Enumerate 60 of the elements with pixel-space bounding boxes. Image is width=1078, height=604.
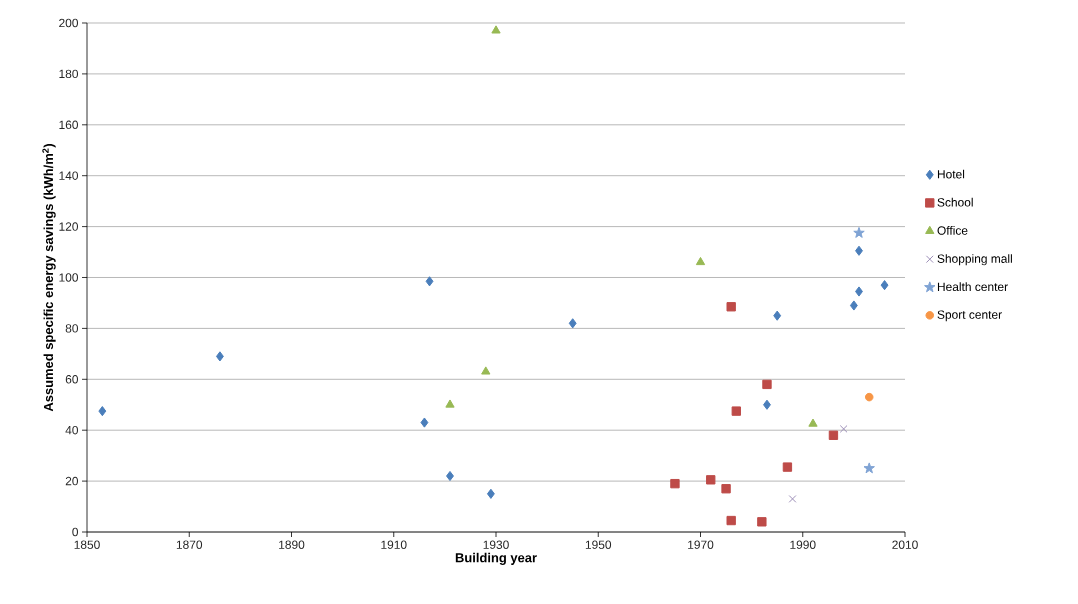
point bbox=[445, 399, 455, 408]
legend-label: School bbox=[937, 197, 973, 207]
x-tick-label: 1910 bbox=[381, 540, 407, 549]
y-tick-label: 20 bbox=[65, 476, 79, 486]
x-tick-label: 1970 bbox=[688, 540, 714, 549]
point bbox=[762, 379, 772, 390]
point bbox=[863, 462, 875, 474]
x-tick-label: 1990 bbox=[790, 540, 816, 549]
point bbox=[670, 478, 680, 489]
point bbox=[726, 302, 736, 312]
point bbox=[855, 286, 863, 297]
point bbox=[864, 392, 874, 402]
x-tick-label: 1890 bbox=[279, 540, 305, 549]
y-tick-label: 140 bbox=[59, 171, 79, 180]
y-tick-label: 200 bbox=[59, 18, 79, 28]
point bbox=[731, 406, 741, 416]
point bbox=[757, 517, 767, 527]
point bbox=[782, 462, 793, 472]
legend-label: Health center bbox=[937, 282, 1008, 292]
legend-label: Shopping mall bbox=[937, 254, 1012, 266]
x-tick-label: 1870 bbox=[176, 540, 203, 549]
y-tick-label: 0 bbox=[72, 527, 79, 537]
x-tick-label: 1930 bbox=[483, 540, 509, 549]
point bbox=[726, 515, 736, 526]
y-tick-label: 80 bbox=[65, 324, 79, 333]
point bbox=[486, 488, 495, 499]
point bbox=[420, 417, 429, 428]
point bbox=[695, 256, 706, 266]
point bbox=[808, 418, 818, 427]
x-axis-title: Building year bbox=[455, 552, 537, 565]
y-tick-label: 160 bbox=[59, 120, 79, 130]
point bbox=[98, 406, 107, 417]
point bbox=[425, 276, 434, 287]
point bbox=[828, 430, 839, 440]
y-tick-label: 180 bbox=[59, 69, 79, 79]
y-axis-title: Assumed specific energy savings (kWh/m$^{2}$) bbox=[42, 144, 56, 412]
y-tick-label: 100 bbox=[59, 273, 79, 282]
point bbox=[568, 318, 577, 329]
x-tick-label: 2010 bbox=[892, 540, 918, 549]
point bbox=[880, 280, 889, 291]
y-tick-label: 40 bbox=[65, 425, 79, 435]
point bbox=[491, 25, 501, 34]
point bbox=[855, 245, 863, 256]
point bbox=[215, 351, 224, 362]
legend-label: Sport center bbox=[937, 310, 1002, 322]
point bbox=[481, 366, 491, 375]
point bbox=[853, 226, 865, 238]
point bbox=[721, 484, 731, 494]
legend-label: Hotel bbox=[937, 169, 965, 179]
y-tick-label: 60 bbox=[65, 375, 79, 384]
point bbox=[788, 495, 797, 503]
point bbox=[849, 300, 858, 311]
point bbox=[773, 310, 782, 321]
point bbox=[763, 399, 771, 410]
y-tick-label: 120 bbox=[59, 222, 79, 231]
point bbox=[706, 475, 716, 485]
x-tick-label: 1950 bbox=[585, 540, 612, 549]
point bbox=[839, 425, 848, 433]
x-tick-label: 1850 bbox=[74, 540, 100, 549]
legend-label: Office bbox=[937, 225, 968, 235]
